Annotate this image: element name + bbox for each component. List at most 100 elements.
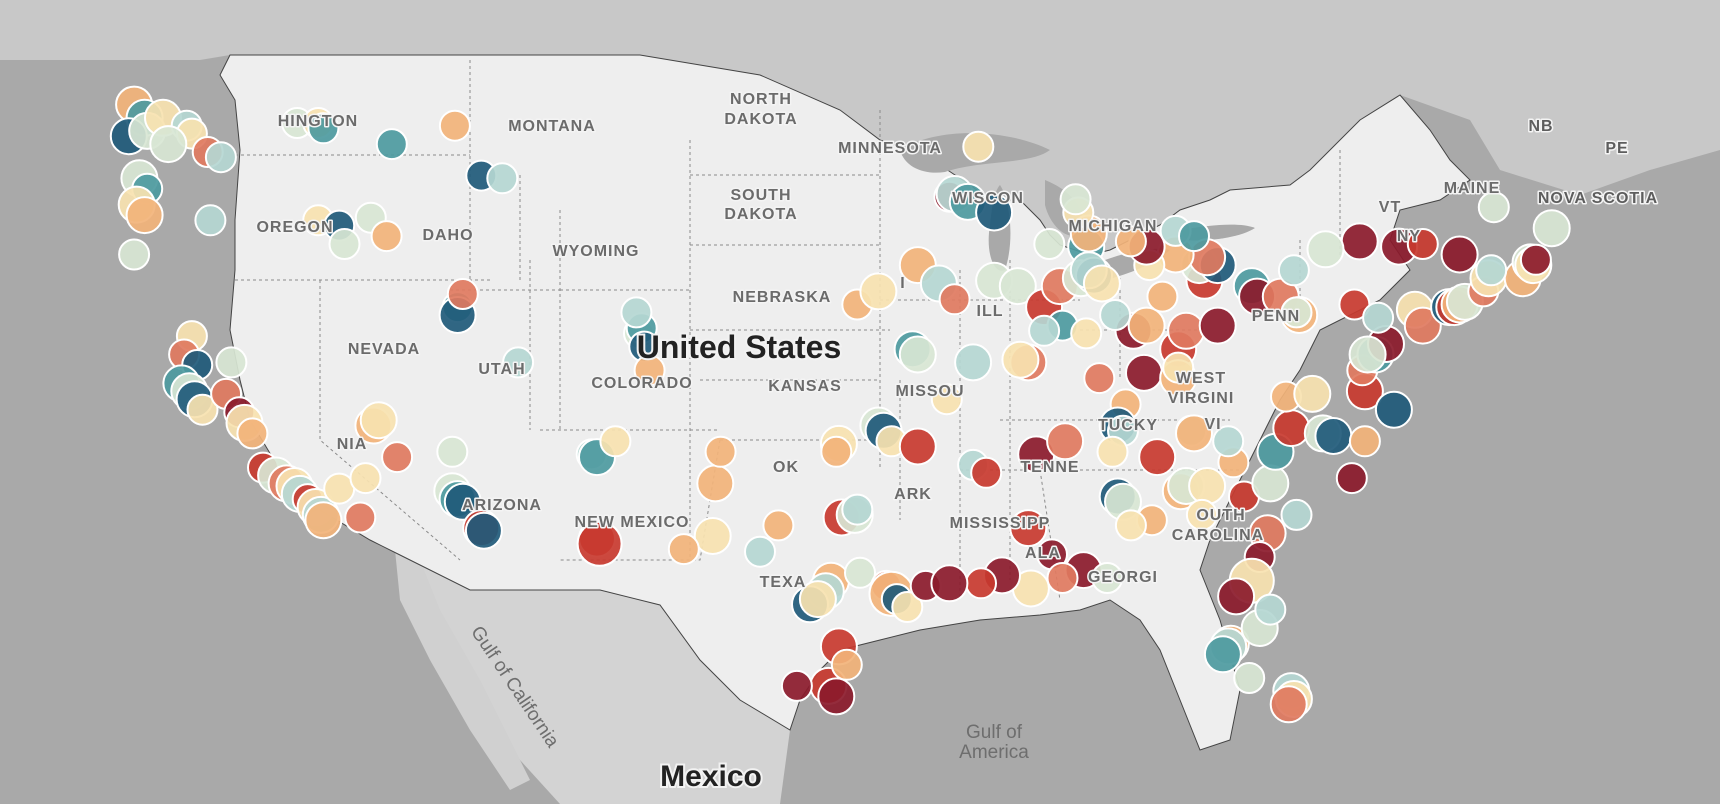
data-point[interactable]	[349, 462, 382, 495]
data-point[interactable]	[1033, 228, 1066, 260]
data-point[interactable]	[780, 669, 813, 702]
data-point[interactable]	[970, 456, 1003, 489]
data-point[interactable]	[1340, 222, 1379, 261]
data-point[interactable]	[1314, 417, 1353, 455]
data-point[interactable]	[304, 501, 343, 540]
data-point[interactable]	[1001, 340, 1040, 379]
data-point[interactable]	[1280, 498, 1313, 531]
data-point[interactable]	[436, 435, 469, 468]
data-point[interactable]	[1374, 390, 1413, 429]
data-point[interactable]	[359, 401, 398, 440]
data-point[interactable]	[125, 196, 164, 235]
data-point[interactable]	[1114, 225, 1147, 258]
data-point[interactable]	[1406, 228, 1439, 260]
data-point[interactable]	[576, 520, 623, 567]
data-point[interactable]	[830, 648, 863, 681]
data-point[interactable]	[464, 511, 503, 550]
data-point[interactable]	[1272, 409, 1311, 448]
data-point[interactable]	[930, 383, 963, 416]
data-point[interactable]	[118, 238, 151, 271]
data-point[interactable]	[215, 346, 248, 379]
data-point[interactable]	[1306, 230, 1345, 269]
data-point[interactable]	[898, 335, 937, 374]
data-point[interactable]	[307, 112, 340, 145]
data-point[interactable]	[1091, 562, 1124, 594]
data-point[interactable]	[328, 228, 361, 260]
data-point[interactable]	[762, 509, 795, 542]
data-point[interactable]	[1059, 183, 1092, 216]
data-point[interactable]	[1028, 314, 1061, 347]
data-point[interactable]	[891, 591, 924, 623]
data-point[interactable]	[1099, 299, 1132, 331]
data-point[interactable]	[817, 677, 856, 716]
data-point[interactable]	[1251, 464, 1290, 503]
data-point[interactable]	[1198, 306, 1237, 345]
data-point[interactable]	[1217, 577, 1256, 616]
data-point[interactable]	[965, 567, 997, 600]
data-point[interactable]	[1203, 635, 1242, 674]
data-point[interactable]	[1293, 374, 1332, 413]
data-point[interactable]	[859, 272, 898, 311]
data-point[interactable]	[375, 128, 408, 161]
data-point[interactable]	[186, 393, 219, 426]
data-point[interactable]	[820, 435, 853, 468]
data-point[interactable]	[1009, 509, 1048, 548]
data-point[interactable]	[1519, 243, 1552, 276]
data-point[interactable]	[1096, 435, 1129, 468]
data-point[interactable]	[1254, 593, 1287, 626]
data-point[interactable]	[1269, 685, 1308, 724]
data-point[interactable]	[1146, 280, 1179, 313]
data-point[interactable]	[1046, 422, 1085, 461]
data-point[interactable]	[954, 343, 993, 382]
data-point[interactable]	[1403, 306, 1442, 345]
data-point[interactable]	[975, 193, 1014, 232]
data-point[interactable]	[1114, 509, 1147, 542]
data-point[interactable]	[1348, 425, 1381, 458]
data-point[interactable]	[1125, 353, 1163, 392]
data-point[interactable]	[633, 354, 666, 387]
data-point[interactable]	[370, 220, 403, 253]
data-point[interactable]	[844, 556, 876, 589]
data-point[interactable]	[1280, 296, 1313, 329]
data-point[interactable]	[1233, 662, 1266, 694]
data-point[interactable]	[149, 125, 188, 164]
data-point[interactable]	[502, 346, 535, 379]
data-point[interactable]	[446, 278, 479, 310]
data-point[interactable]	[898, 427, 937, 466]
data-point[interactable]	[798, 580, 837, 619]
data-point[interactable]	[236, 417, 269, 450]
data-point[interactable]	[204, 141, 237, 174]
data-point[interactable]	[938, 283, 971, 316]
data-point[interactable]	[693, 517, 732, 555]
data-point[interactable]	[1175, 414, 1213, 453]
data-point[interactable]	[1127, 306, 1166, 345]
data-point[interactable]	[194, 204, 227, 237]
data-point[interactable]	[1335, 462, 1368, 495]
data-point[interactable]	[962, 130, 995, 163]
data-point[interactable]	[443, 482, 482, 521]
data-point[interactable]	[1348, 335, 1387, 374]
data-point[interactable]	[344, 501, 377, 534]
data-point[interactable]	[1070, 317, 1103, 350]
data-point[interactable]	[1082, 264, 1121, 303]
data-point[interactable]	[1440, 235, 1479, 274]
data-point[interactable]	[1167, 311, 1206, 350]
data-point[interactable]	[841, 493, 874, 526]
data-point[interactable]	[438, 109, 471, 142]
data-point[interactable]	[744, 535, 776, 568]
data-point[interactable]	[486, 162, 519, 195]
data-point[interactable]	[1083, 362, 1116, 395]
data-point[interactable]	[998, 267, 1037, 306]
data-point[interactable]	[1138, 438, 1177, 477]
data-point[interactable]	[599, 425, 632, 458]
data-point[interactable]	[1362, 301, 1395, 334]
data-point[interactable]	[620, 296, 653, 329]
data-point[interactable]	[381, 441, 414, 474]
data-point[interactable]	[1188, 467, 1227, 505]
data-point[interactable]	[1475, 254, 1508, 287]
data-point[interactable]	[696, 464, 735, 503]
data-point[interactable]	[1046, 562, 1079, 594]
data-point[interactable]	[1212, 425, 1245, 458]
data-point[interactable]	[704, 435, 737, 468]
